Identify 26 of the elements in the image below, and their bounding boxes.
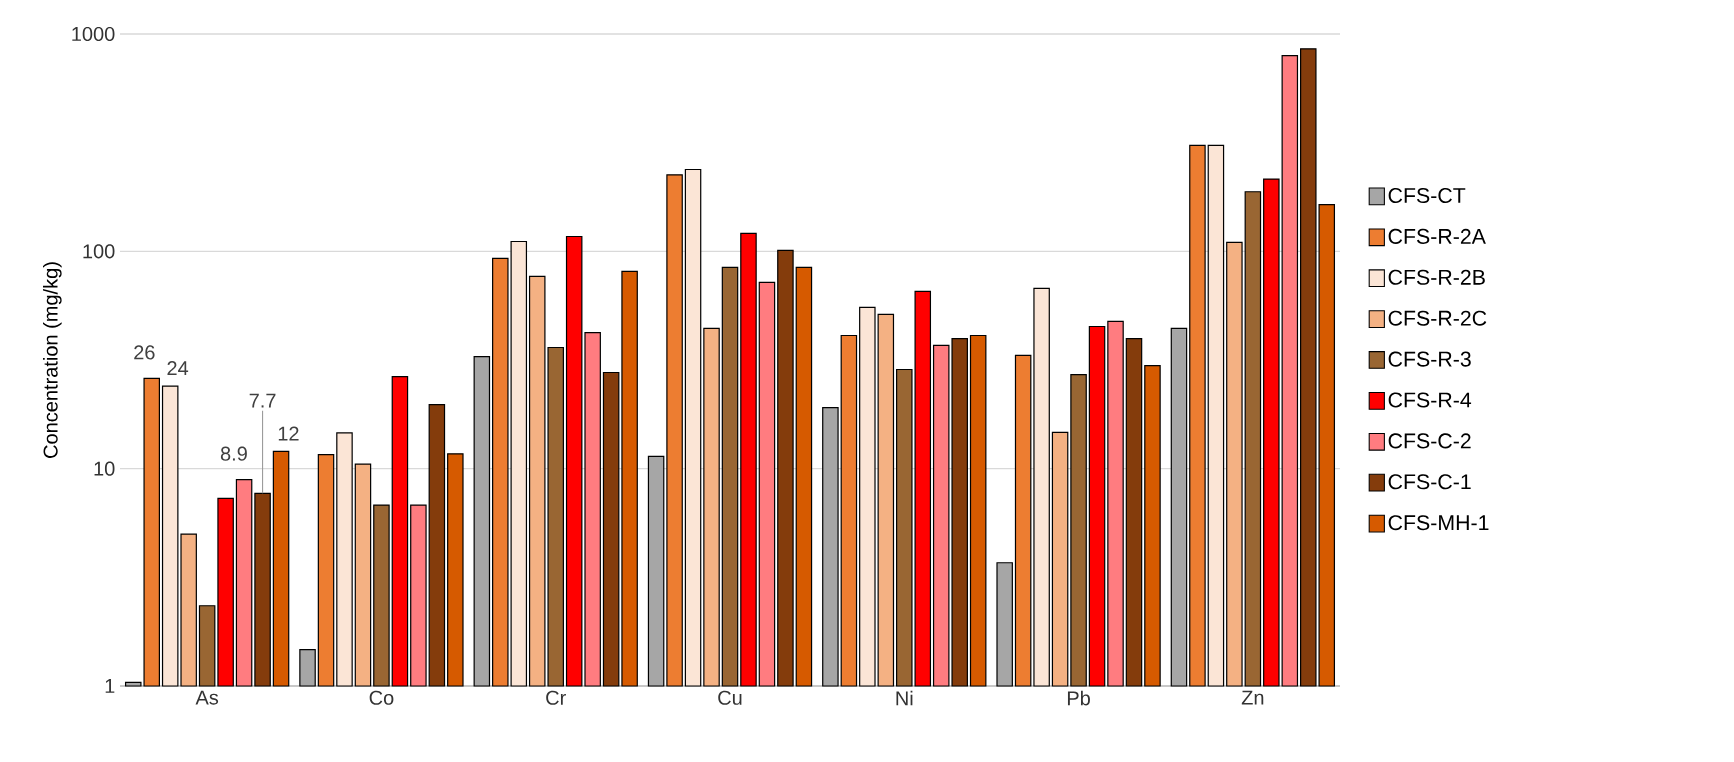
y-tick-label: 100	[83, 244, 115, 259]
legend-label: CFS-C-2	[1388, 433, 1471, 449]
y-tick-label: 1	[105, 679, 115, 693]
x-tick-label: Ni	[896, 690, 913, 706]
data-label: 8.9	[220, 446, 247, 461]
legend-label: CFS-MH-1	[1388, 515, 1489, 531]
y-tick-label: 10	[94, 461, 115, 476]
x-tick-label: Cu	[718, 690, 742, 705]
legend-label: CFS-R-4	[1388, 392, 1472, 408]
x-tick-label: Zn	[1241, 690, 1264, 705]
x-tick-label: As	[195, 690, 219, 705]
data-label: 24	[167, 361, 189, 376]
legend-label: CFS-R-3	[1388, 351, 1471, 367]
y-tick-label: 1000	[72, 26, 115, 42]
legend-label: CFS-CT	[1388, 187, 1466, 204]
legend-label: CFS-C-1	[1388, 474, 1471, 490]
data-label: 7.7	[249, 393, 276, 408]
data-label: 26	[134, 345, 155, 360]
legend-label: CFS-R-2C	[1388, 310, 1487, 326]
x-tick-label: Co	[369, 690, 394, 705]
data-label: 12	[278, 426, 299, 441]
legend-label: CFS-R-2A	[1388, 228, 1486, 244]
x-tick-label: Cr	[546, 690, 566, 705]
y-axis-title: Concentration (mg/kg)	[43, 262, 62, 458]
x-tick-label: Pb	[1067, 690, 1090, 706]
legend-label: CFS-R-2B	[1388, 269, 1485, 285]
